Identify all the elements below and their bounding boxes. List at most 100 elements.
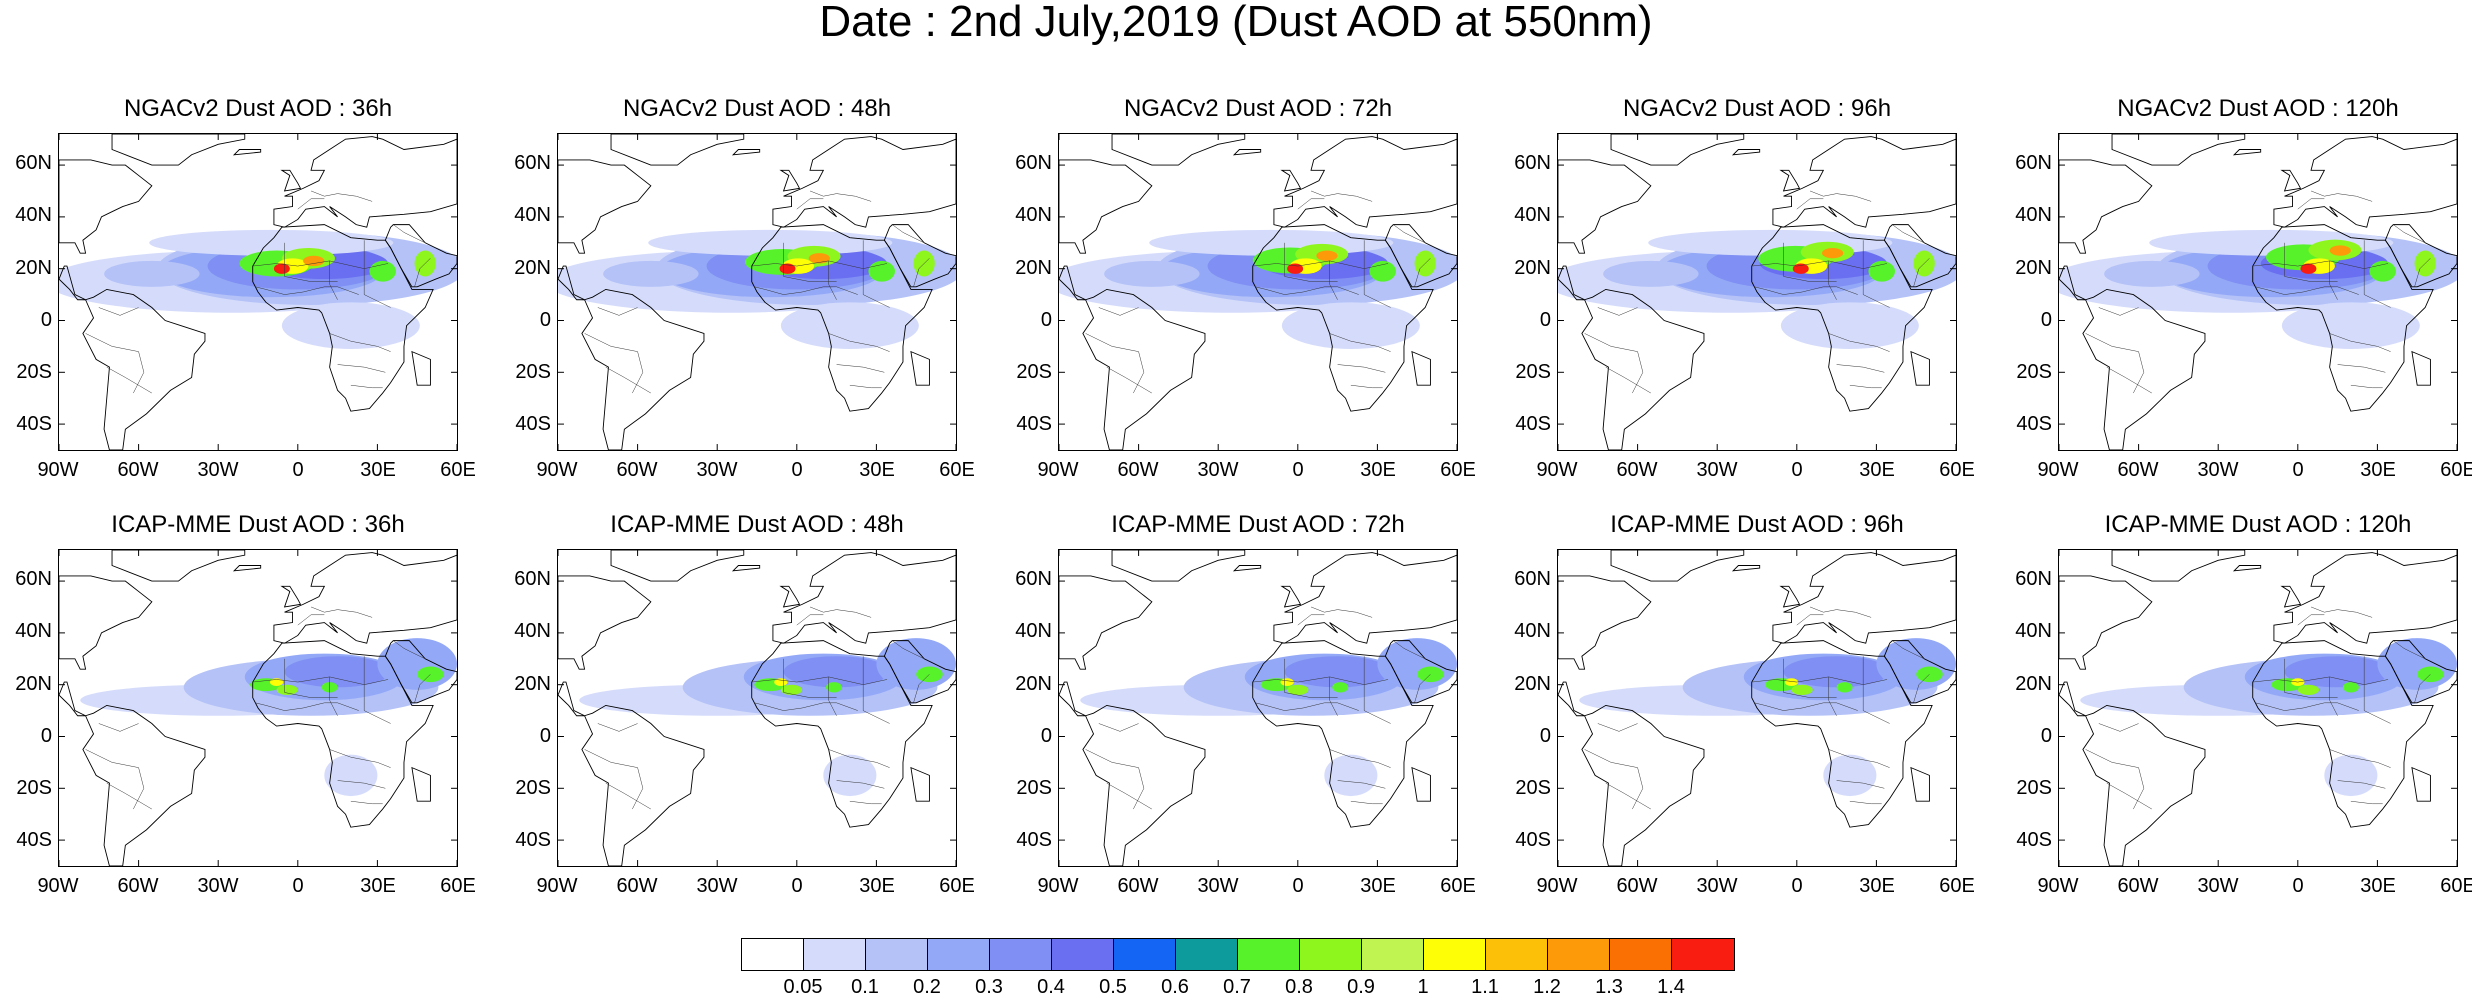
lon-tick-label: 0	[1292, 459, 1304, 481]
country-border	[1350, 800, 1383, 805]
lat-tick-label: 40S	[2016, 412, 2052, 435]
lon-tick-label: 30W	[1197, 875, 1239, 897]
country-border	[1605, 782, 1651, 810]
country-border	[1796, 614, 1824, 626]
country-border	[2329, 749, 2391, 768]
coastline	[1610, 550, 1745, 582]
lat-tick-label: 20S	[2016, 776, 2052, 799]
country-border	[809, 190, 872, 202]
lon-tick-label: 60W	[2117, 459, 2159, 481]
coastline	[772, 136, 956, 228]
lon-tick-label: 30E	[859, 459, 895, 481]
dust-layer	[2324, 754, 2378, 797]
dust-layer	[780, 302, 919, 349]
coastline	[1751, 224, 1933, 412]
lon-tick-label: 60E	[2440, 875, 2472, 897]
lat-tick-label: 0	[1539, 308, 1551, 331]
country-border	[2350, 800, 2383, 805]
country-border	[796, 614, 824, 626]
lon-tick-label: 0	[2292, 875, 2304, 897]
colorbar-label: 1.3	[1595, 976, 1623, 998]
coastline	[59, 159, 153, 254]
lat-tick-label: 0	[1539, 724, 1551, 747]
dust-layer	[1822, 247, 1844, 259]
coastline	[1772, 136, 1956, 228]
coastline	[1558, 265, 1585, 301]
lat-tick-label: 20S	[16, 776, 52, 799]
coastline	[1111, 134, 1246, 166]
country-border	[2337, 780, 2386, 789]
dust-layer	[303, 255, 325, 267]
coastline	[910, 350, 930, 386]
country-border	[2106, 366, 2152, 394]
colorbar-swatch	[990, 939, 1052, 970]
dust-layer	[1783, 656, 1890, 688]
lat-tick-label: 20N	[1514, 672, 1551, 695]
country-border	[1862, 656, 1890, 724]
lat-tick-label: 20S	[2016, 360, 2052, 383]
coastline	[558, 681, 585, 717]
coastline	[384, 640, 457, 704]
lon-tick-label: 90W	[1037, 875, 1079, 897]
country-border	[1836, 780, 1885, 789]
lon-tick-label: 30W	[197, 459, 239, 481]
panel-title: NGACv2 Dust AOD : 96h	[1622, 95, 1892, 122]
colorbar-swatch	[928, 939, 990, 970]
coastline	[581, 704, 705, 866]
coastline	[2059, 575, 2153, 670]
country-border	[2310, 606, 2373, 618]
lon-tick-label: 90W	[37, 875, 79, 897]
lat-tick-label: 40N	[2015, 204, 2052, 227]
dust-layer	[1792, 263, 1809, 274]
coastline	[1610, 134, 1745, 166]
country-border	[2255, 286, 2359, 295]
coastline	[731, 565, 761, 572]
country-border	[2350, 384, 2383, 389]
lat-tick-label: 20N	[514, 256, 551, 279]
dust-layer	[2297, 684, 2320, 696]
country-border	[363, 240, 391, 308]
lon-tick-label: 90W	[536, 875, 578, 897]
lon-tick-label: 30E	[2360, 459, 2396, 481]
country-border	[252, 676, 389, 685]
country-border	[106, 366, 152, 394]
coastline	[1059, 159, 1153, 254]
country-border	[892, 224, 925, 244]
colorbar-label: 0.1	[851, 976, 879, 998]
lon-tick-label: 0	[292, 459, 304, 481]
colorbar-swatch	[1672, 939, 1734, 970]
coastline	[1772, 552, 1956, 644]
country-border	[1597, 723, 1638, 732]
country-border	[754, 286, 858, 295]
dust-layer	[1280, 678, 1294, 686]
country-border	[862, 240, 890, 308]
country-border	[1363, 240, 1391, 308]
lon-tick-label: 90W	[536, 459, 578, 481]
country-border	[783, 242, 837, 282]
country-border	[751, 676, 888, 685]
coastline	[2082, 288, 2206, 450]
lon-tick-label: 60W	[117, 459, 159, 481]
lon-tick-label: 30E	[360, 875, 396, 897]
country-border	[350, 800, 383, 805]
coastline	[273, 136, 457, 228]
colorbar-swatch	[1610, 939, 1672, 970]
coastline	[1384, 224, 1457, 288]
country-border	[1828, 333, 1890, 352]
lon-tick-label: 0	[791, 875, 803, 897]
colorbar-swatch	[1424, 939, 1486, 970]
country-border	[2297, 198, 2325, 210]
country-border	[252, 260, 389, 269]
dust-layer	[269, 678, 284, 686]
map-area	[58, 133, 458, 451]
country-border	[284, 242, 338, 282]
country-border	[2284, 658, 2338, 698]
lat-tick-label: 40N	[1514, 204, 1551, 227]
country-border	[329, 260, 338, 300]
lat-tick-label: 40N	[2015, 620, 2052, 643]
colorbar-swatch	[1300, 939, 1362, 970]
colorbar-swatch	[1114, 939, 1176, 970]
country-border	[106, 782, 152, 810]
lat-tick-label: 20N	[1015, 672, 1052, 695]
country-border	[329, 749, 391, 768]
